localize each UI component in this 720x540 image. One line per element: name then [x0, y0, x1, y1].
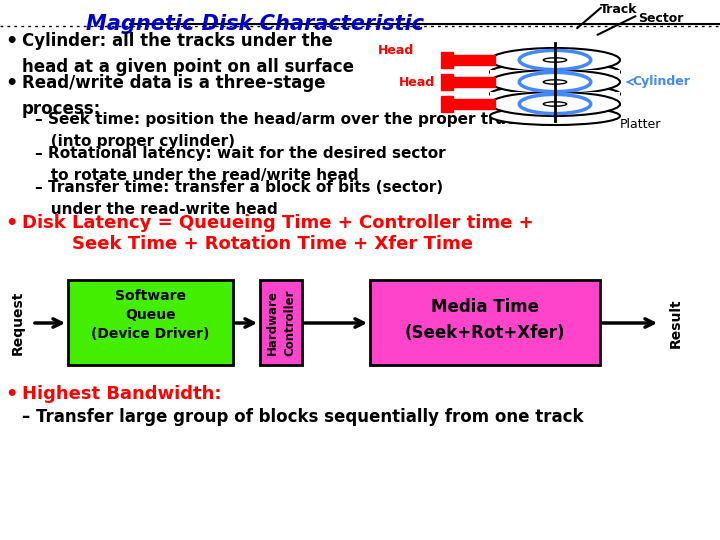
- Text: Cylinder: Cylinder: [632, 76, 690, 89]
- Text: – Transfer time: transfer a block of bits (sector)
   under the read-write head: – Transfer time: transfer a block of bit…: [35, 180, 443, 217]
- Text: Software
Queue
(Device Driver): Software Queue (Device Driver): [91, 288, 210, 341]
- Ellipse shape: [544, 58, 567, 62]
- Text: •: •: [5, 214, 17, 233]
- Ellipse shape: [490, 63, 620, 81]
- Ellipse shape: [490, 70, 620, 94]
- Text: Head: Head: [378, 44, 414, 57]
- Bar: [441, 52, 453, 68]
- Bar: [490, 70, 620, 94]
- Bar: [490, 48, 620, 72]
- Text: Platter: Platter: [620, 118, 662, 131]
- Ellipse shape: [490, 85, 620, 103]
- Text: Result: Result: [669, 298, 683, 348]
- Bar: [490, 92, 620, 116]
- Text: Track: Track: [600, 3, 637, 16]
- Text: Seek Time + Rotation Time + Xfer Time: Seek Time + Rotation Time + Xfer Time: [22, 235, 473, 253]
- Text: •: •: [5, 74, 17, 93]
- Bar: [441, 74, 453, 90]
- Bar: [441, 96, 453, 112]
- Text: Sector: Sector: [638, 12, 683, 25]
- Text: Highest Bandwidth:: Highest Bandwidth:: [22, 385, 222, 403]
- Text: •: •: [5, 385, 17, 404]
- Text: Media Time
(Seek+Rot+Xfer): Media Time (Seek+Rot+Xfer): [405, 299, 565, 341]
- Ellipse shape: [490, 48, 620, 72]
- Text: – Rotational latency: wait for the desired sector
   to rotate under the read/wr: – Rotational latency: wait for the desir…: [35, 146, 446, 183]
- Bar: [370, 280, 600, 365]
- Text: – Transfer large group of blocks sequentially from one track: – Transfer large group of blocks sequent…: [22, 408, 583, 426]
- Text: – Seek time: position the head/arm over the proper track
   (into proper cylinde: – Seek time: position the head/arm over …: [35, 112, 525, 149]
- Bar: [68, 280, 233, 365]
- Text: Cylinder: all the tracks under the
head at a given point on all surface: Cylinder: all the tracks under the head …: [22, 32, 354, 76]
- Bar: [453, 99, 495, 109]
- Ellipse shape: [544, 80, 567, 84]
- Text: Request: Request: [11, 291, 25, 355]
- Text: Read/write data is a three-stage
process:: Read/write data is a three-stage process…: [22, 74, 325, 118]
- Ellipse shape: [490, 107, 620, 125]
- Bar: [453, 77, 495, 87]
- Text: Magnetic Disk Characteristic: Magnetic Disk Characteristic: [86, 14, 424, 34]
- Bar: [453, 55, 495, 65]
- Text: Hardware
Controller: Hardware Controller: [266, 290, 296, 356]
- Text: •: •: [5, 32, 17, 51]
- Text: Head: Head: [399, 76, 435, 89]
- Ellipse shape: [544, 102, 567, 106]
- Ellipse shape: [490, 92, 620, 116]
- Bar: [260, 280, 302, 365]
- Text: Disk Latency = Queueing Time + Controller time +: Disk Latency = Queueing Time + Controlle…: [22, 214, 534, 232]
